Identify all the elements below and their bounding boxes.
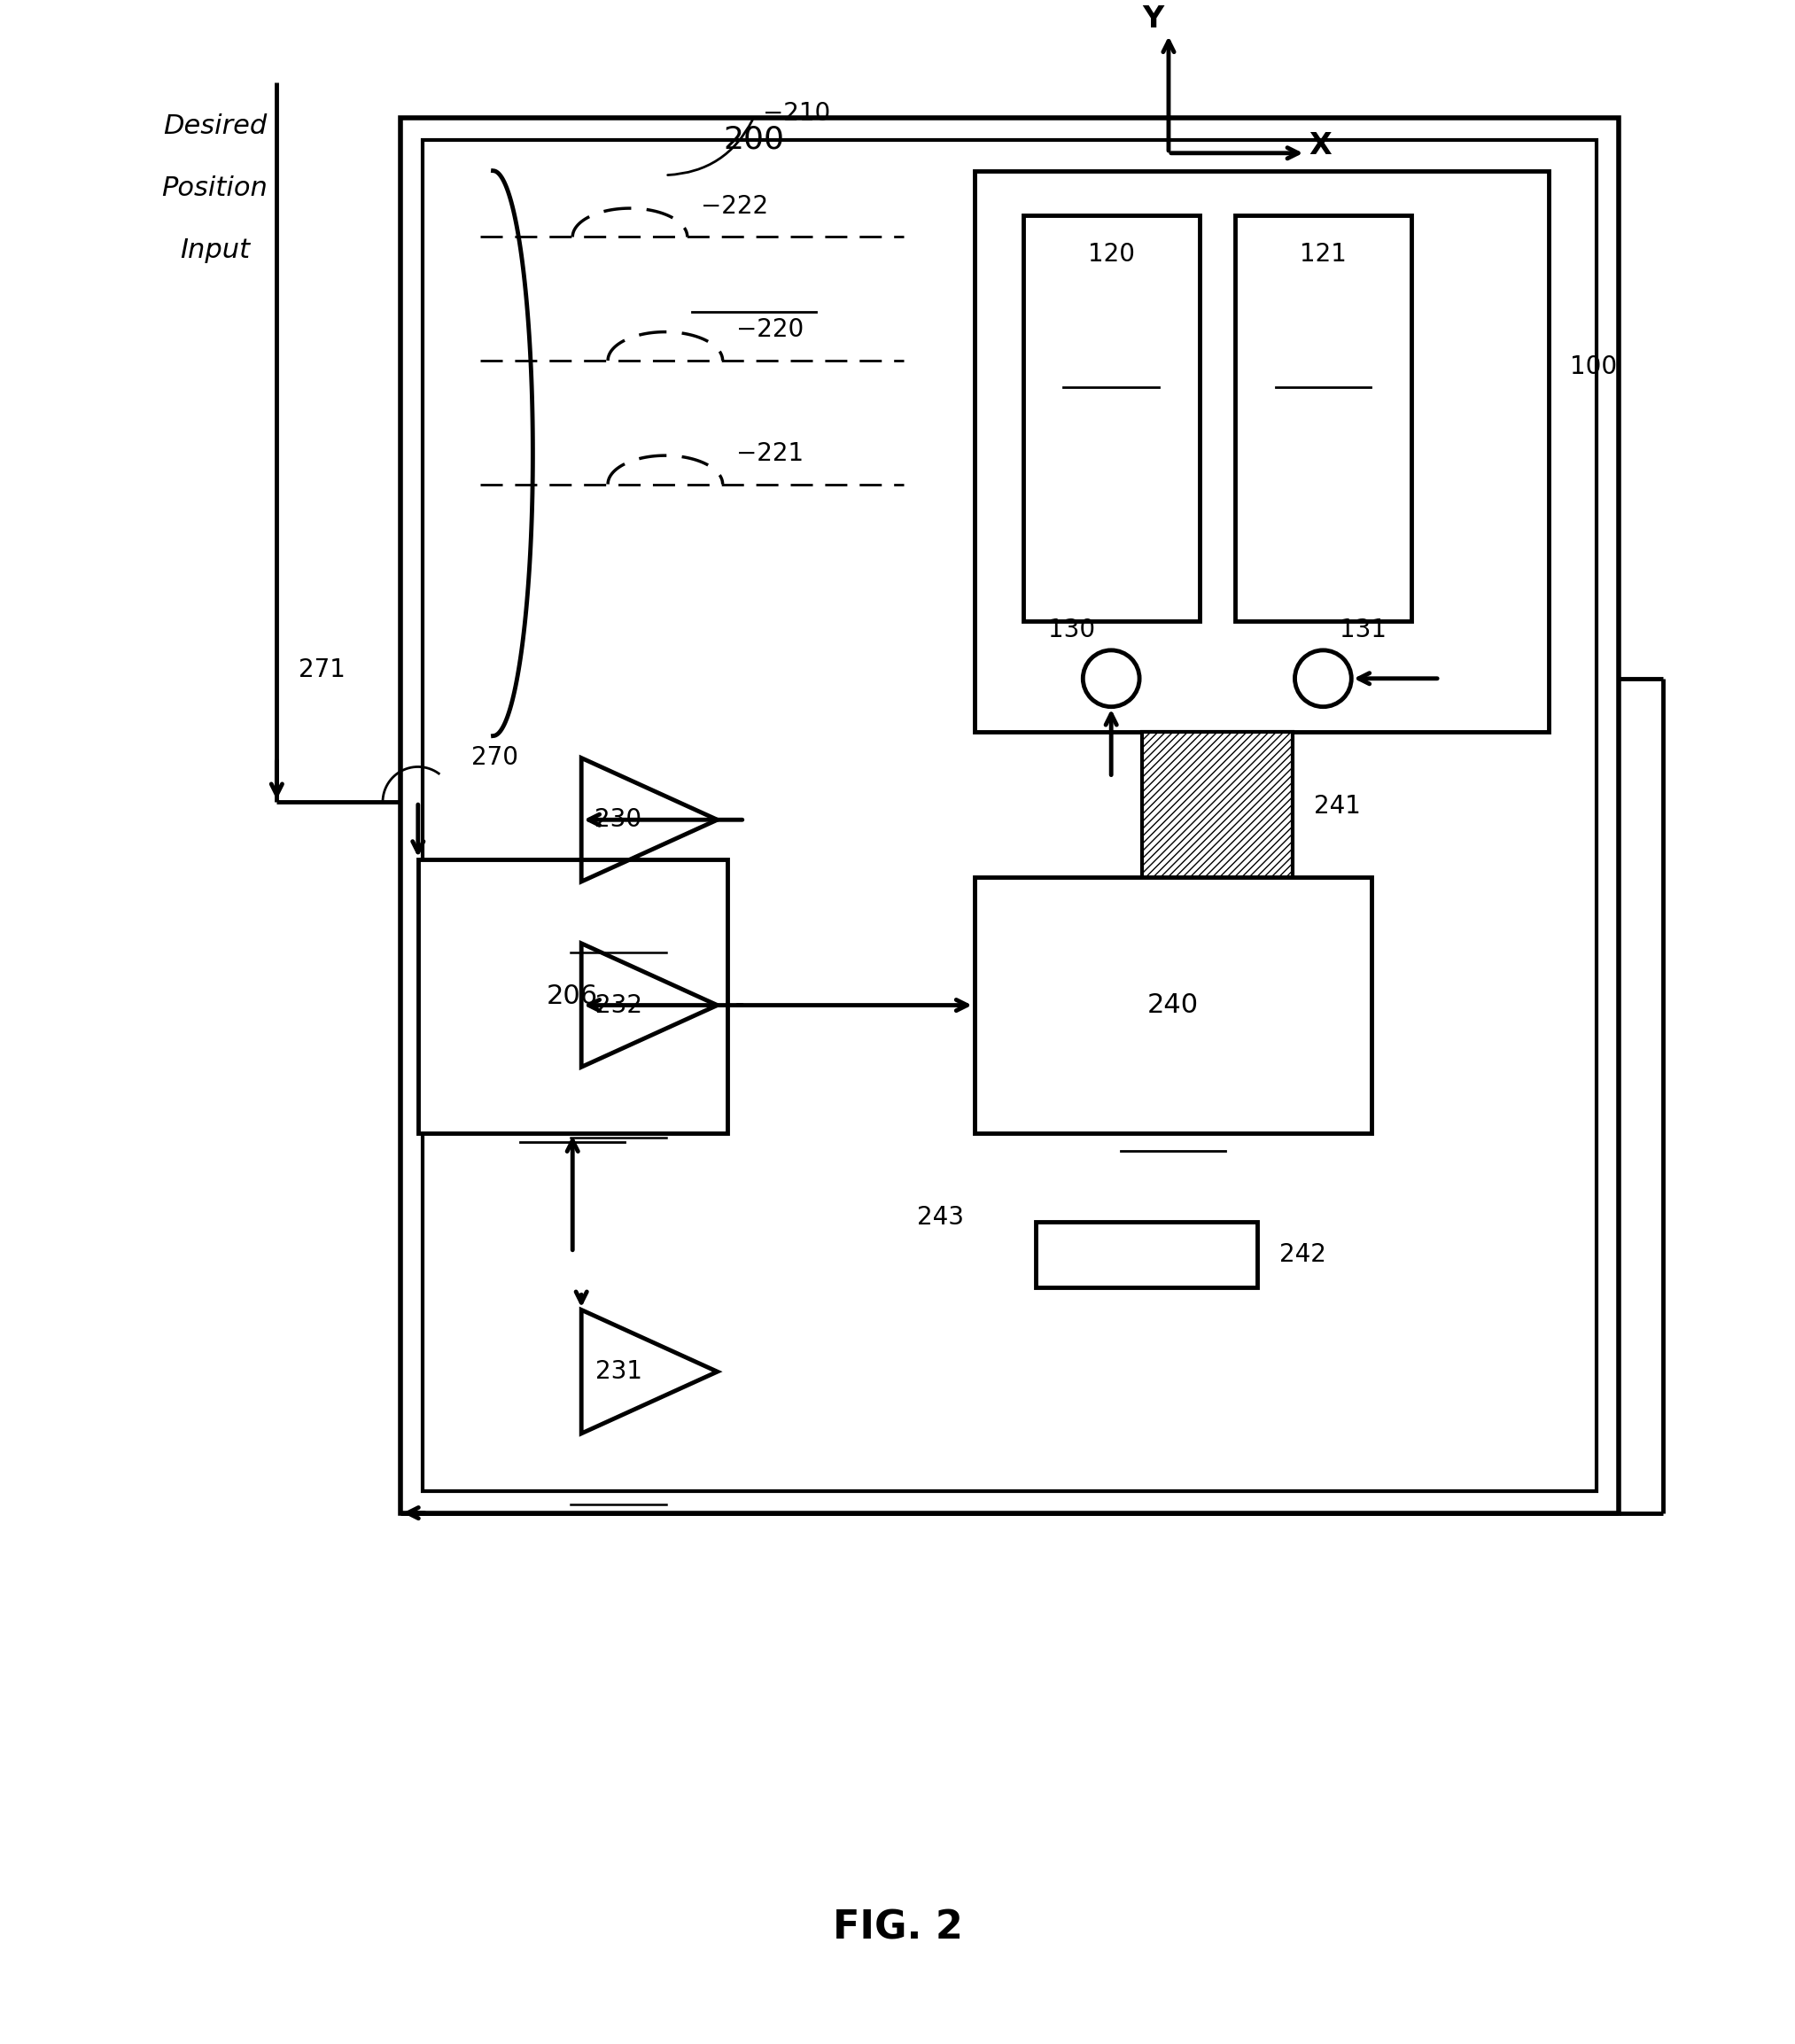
Text: −221: −221 <box>736 442 804 466</box>
Text: Position: Position <box>162 176 267 200</box>
Bar <box>418 861 727 1132</box>
Text: Desired: Desired <box>163 114 267 139</box>
Text: Y: Y <box>1142 4 1163 33</box>
Text: 131: 131 <box>1339 617 1386 642</box>
Text: 270: 270 <box>470 746 519 771</box>
Text: 271: 271 <box>298 658 346 683</box>
Text: 200: 200 <box>723 125 784 155</box>
Text: −220: −220 <box>736 317 804 341</box>
Text: Input: Input <box>180 237 250 264</box>
Text: X: X <box>1309 131 1332 161</box>
Text: 121: 121 <box>1300 243 1346 268</box>
Text: 130: 130 <box>1048 617 1095 642</box>
Bar <box>975 877 1371 1132</box>
Bar <box>1023 215 1199 621</box>
Bar <box>1142 732 1292 881</box>
Bar <box>400 119 1619 1513</box>
Bar <box>1036 1222 1256 1288</box>
Text: 242: 242 <box>1280 1243 1327 1267</box>
Bar <box>422 139 1598 1490</box>
Text: −222: −222 <box>700 194 768 219</box>
Text: 241: 241 <box>1314 795 1361 820</box>
Text: 230: 230 <box>594 807 643 832</box>
Bar <box>975 172 1549 732</box>
Text: 206: 206 <box>547 983 598 1010</box>
Bar <box>1235 215 1411 621</box>
Text: −210: −210 <box>763 100 829 127</box>
Text: 240: 240 <box>1147 991 1199 1018</box>
Text: 243: 243 <box>917 1204 964 1230</box>
Text: 100: 100 <box>1571 354 1617 380</box>
Text: 232: 232 <box>594 993 643 1018</box>
Text: 120: 120 <box>1088 243 1134 268</box>
Text: 231: 231 <box>594 1359 643 1384</box>
Text: FIG. 2: FIG. 2 <box>833 1909 962 1948</box>
